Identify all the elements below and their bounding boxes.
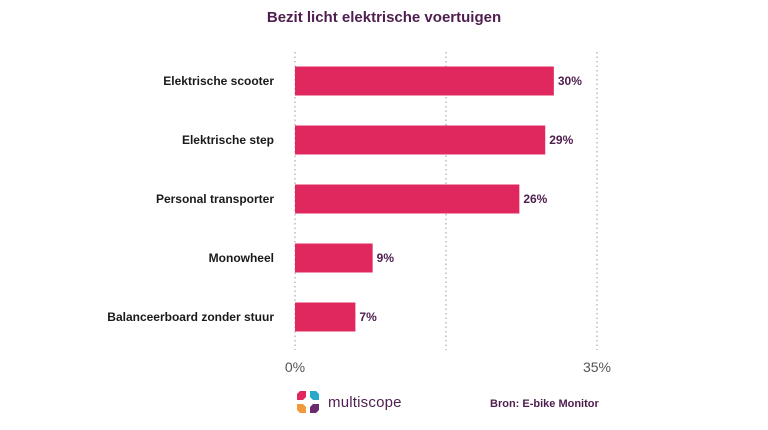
source-note: Bron: E-bike Monitor xyxy=(490,398,599,410)
category-label-3: Monowheel xyxy=(209,251,274,265)
bar-4 xyxy=(295,302,356,332)
multiscope-logo: multiscope xyxy=(294,388,402,416)
value-label-2: 26% xyxy=(523,192,547,206)
category-label-1: Elektrische step xyxy=(182,133,274,147)
chart-title: Bezit licht elektrische voertuigen xyxy=(266,9,502,26)
logo-text: multiscope xyxy=(328,393,402,411)
value-label-1: 29% xyxy=(549,133,573,147)
category-label-4: Balanceerboard zonder stuur xyxy=(107,310,274,324)
category-label-0: Elektrische scooter xyxy=(163,74,274,88)
bar-0 xyxy=(295,66,554,96)
bar-3 xyxy=(295,243,373,273)
value-label-0: 30% xyxy=(558,74,582,88)
multiscope-logo-icon xyxy=(297,391,319,413)
x-tick-label-1: 35% xyxy=(583,359,611,375)
bar-2 xyxy=(295,184,520,214)
category-label-2: Personal transporter xyxy=(156,192,274,206)
bar-1 xyxy=(295,125,546,155)
value-label-4: 7% xyxy=(359,310,377,324)
value-label-3: 9% xyxy=(377,251,395,265)
x-tick-label-0: 0% xyxy=(285,359,305,375)
